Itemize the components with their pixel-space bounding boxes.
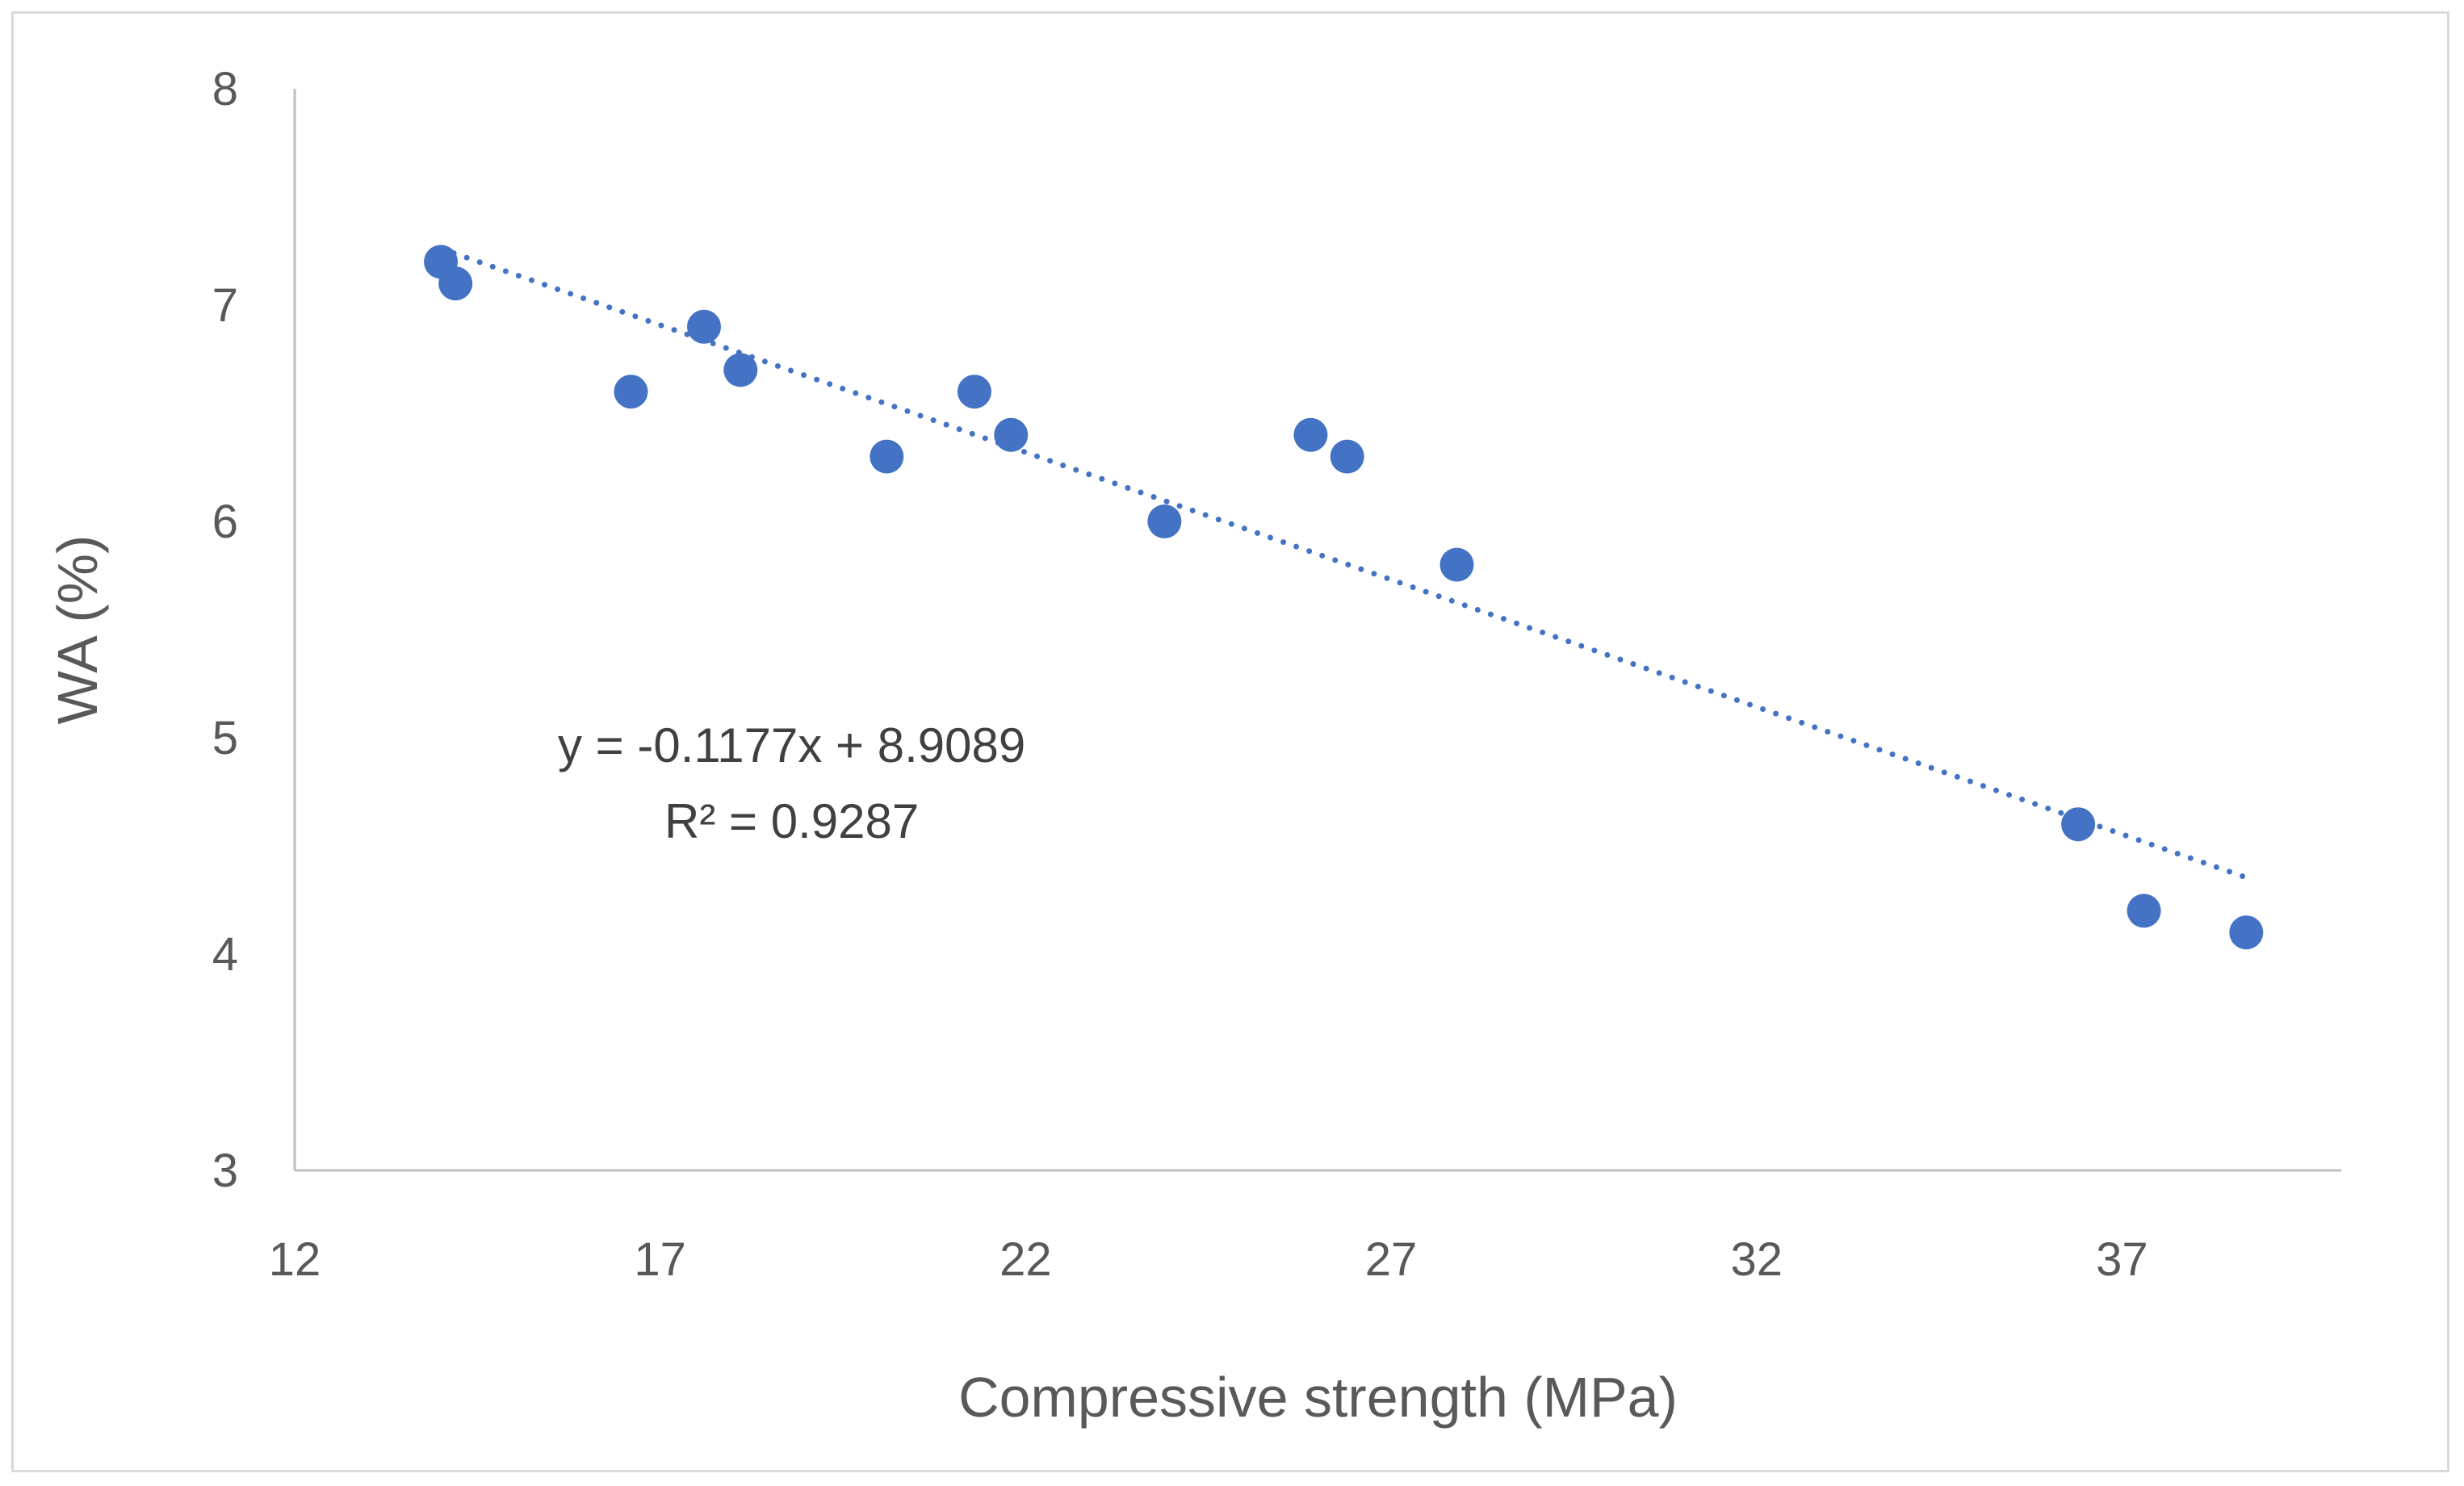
data-point [687,309,721,344]
data-point [2229,915,2264,950]
data-points [424,245,2264,950]
y-axis-title: WA (%) [46,535,109,725]
x-axis-title: Compressive strength (MPa) [958,1366,1678,1429]
x-tick-labels: 12 17 22 27 32 37 [269,1233,2148,1286]
x-tick-label: 22 [999,1233,1052,1286]
data-point [1293,417,1328,452]
x-tick-label: 12 [269,1233,321,1286]
data-point [723,353,758,387]
data-point [957,375,991,409]
y-tick-label: 3 [212,1145,238,1197]
r-squared-label: R² = 0.9287 [664,794,919,848]
chart-frame [11,11,2449,1472]
data-point [1439,547,1474,582]
x-tick-label: 32 [1730,1233,1783,1286]
data-point [1147,504,1182,538]
x-tick-label: 27 [1365,1233,1418,1286]
y-tick-label: 8 [212,63,238,115]
trendline-equation: y = -0.1177x + 8.9089 [558,718,1025,772]
trendline [438,245,2249,881]
y-tick-label: 4 [212,928,238,981]
data-point [994,417,1029,452]
y-tick-label: 7 [212,279,238,332]
data-point [438,266,473,301]
y-tick-label: 5 [212,712,238,764]
data-point [870,439,904,474]
axes [293,89,2341,1172]
data-point [1330,439,1364,474]
y-tick-label: 6 [212,496,238,548]
data-point [614,375,648,409]
x-tick-label: 17 [634,1233,686,1286]
x-tick-label: 37 [2096,1233,2148,1286]
y-tick-labels: 3 4 5 6 7 8 [212,63,238,1197]
data-point [2061,807,2096,842]
data-point [2127,894,2161,928]
